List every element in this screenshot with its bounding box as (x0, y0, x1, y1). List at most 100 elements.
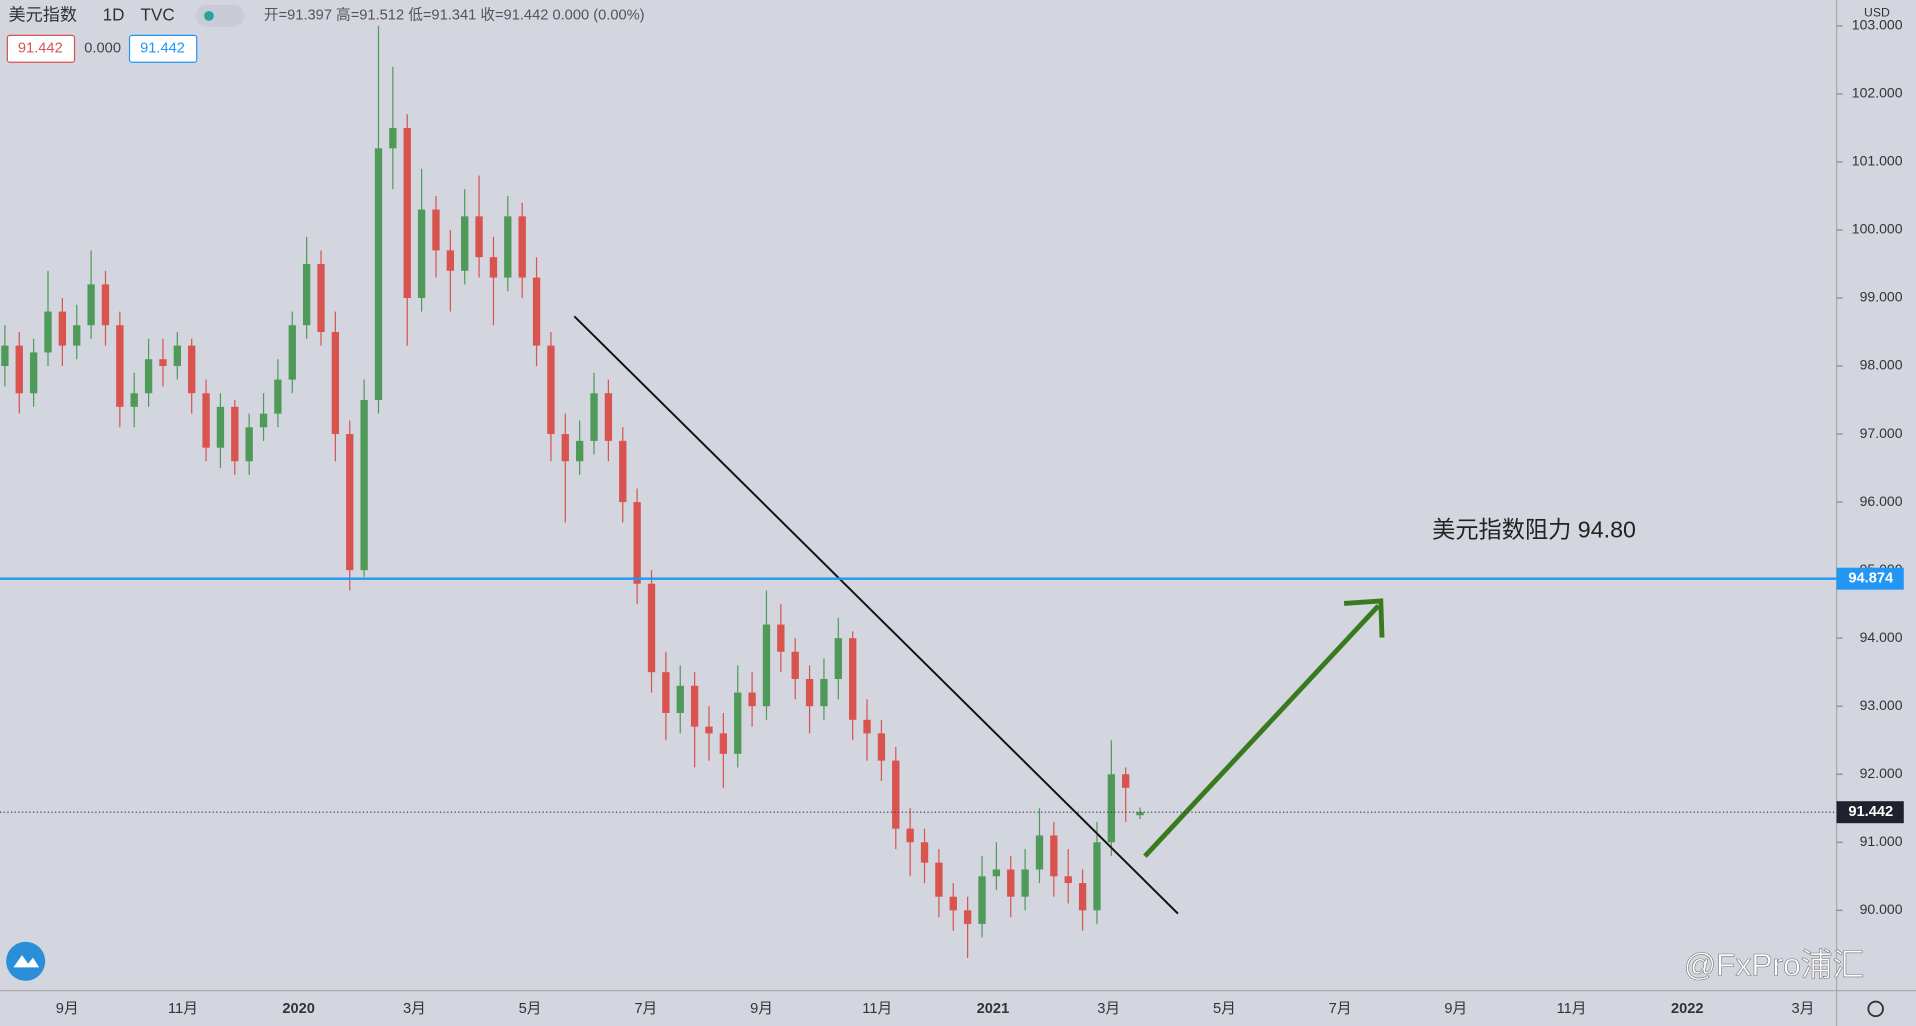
candle-body (547, 345, 555, 435)
box-price (128, 34, 198, 63)
y-tick-label: 93.000 (1860, 697, 1903, 713)
candle-body (791, 651, 799, 679)
candle-body (489, 257, 498, 278)
logo-icon (13, 955, 40, 968)
y-tick-label: 102.000 (1852, 85, 1903, 101)
candle-body (504, 216, 512, 278)
y-tick-label: 90.000 (1860, 901, 1903, 917)
candle-body (389, 127, 397, 149)
candle-body (978, 876, 986, 924)
x-tick-label: 9月 (750, 1001, 773, 1017)
settings-icon[interactable] (1867, 1000, 1884, 1018)
candle-body (949, 896, 957, 911)
status-pill[interactable] (195, 4, 245, 27)
candle-body (820, 678, 828, 707)
candle-body (87, 284, 95, 326)
candle-body (1078, 883, 1087, 911)
candle-body (619, 440, 627, 503)
candle-body (575, 440, 584, 462)
candle-body (633, 502, 641, 584)
x-tick-label: 5月 (1213, 1001, 1236, 1017)
candle-body (288, 325, 296, 380)
candle-body (58, 311, 67, 346)
candles-layer (1, 25, 1144, 958)
candle-body (259, 413, 268, 428)
x-tick-label: 11月 (168, 1001, 198, 1017)
candle-body (834, 638, 842, 679)
price-label: 91.442 (1848, 804, 1893, 820)
currency: USD (1864, 6, 1890, 20)
x-tick-label: 11月 (1557, 1001, 1587, 1017)
candle-body (590, 393, 598, 441)
y-tick-label: 100.000 (1852, 221, 1903, 237)
trend-line (573, 315, 1179, 915)
candle-body (734, 692, 742, 754)
candle-body (748, 692, 756, 707)
candle-body (920, 842, 929, 863)
candle-body (805, 678, 814, 707)
candle-body (1007, 869, 1015, 897)
candle-body (777, 624, 785, 652)
x-tick-label: 3月 (1792, 1001, 1815, 1017)
candle-body (44, 311, 52, 353)
candle-body (173, 345, 181, 367)
arrow-shaft (1143, 604, 1381, 858)
x-tick-label: 7月 (1329, 1001, 1352, 1017)
candle-body (116, 325, 124, 407)
price-label: 94.874 (1848, 571, 1894, 587)
candle-body (360, 400, 368, 571)
candle-body (705, 726, 713, 734)
candle-body (346, 434, 354, 571)
candle-body (863, 719, 871, 734)
candle-body (1064, 876, 1072, 884)
candle-body (202, 393, 210, 448)
candle-body (446, 250, 455, 271)
x-tick-label: 5月 (519, 1001, 542, 1017)
header-box: 91.442 (18, 41, 63, 57)
x-tick-label: 9月 (1444, 1001, 1467, 1017)
candle-body (216, 406, 225, 448)
y-tick-label: 91.000 (1860, 833, 1903, 849)
y-tick-label: 92.000 (1860, 765, 1903, 781)
candle-body (1, 345, 9, 367)
candle-body (1122, 774, 1130, 788)
header-box: 91.442 (140, 41, 185, 57)
candle-body (461, 216, 469, 271)
candle-body (159, 359, 167, 367)
annotation: 美元指数阻力 94.80 (1432, 516, 1636, 542)
candle-body (73, 325, 81, 346)
candle-body (302, 263, 311, 326)
header-box: 0.000 (84, 41, 121, 57)
y-tick-label: 97.000 (1860, 425, 1903, 441)
candle-body (1107, 774, 1115, 843)
candle-body (1021, 869, 1029, 897)
candle-body (274, 379, 282, 414)
candle-body (849, 638, 857, 720)
candle-body (475, 216, 483, 258)
price-label-bg (1836, 567, 1904, 590)
candle-body (1035, 835, 1044, 870)
candle-body (417, 209, 426, 298)
exchange: TVC (141, 5, 175, 24)
x-tick-label: 2022 (1671, 1001, 1704, 1017)
candle-body (231, 406, 239, 462)
candle-body (662, 672, 670, 713)
candle-body (992, 869, 1001, 877)
candle-body (101, 284, 110, 326)
x-tick-label: 3月 (1097, 1001, 1120, 1017)
candle-body (317, 263, 325, 333)
candle-body (1050, 835, 1058, 877)
candle-body (906, 828, 914, 843)
x-tick-label: 9月 (56, 1001, 79, 1017)
candle-body (892, 760, 900, 829)
candle-body (1136, 812, 1144, 816)
candle-body (245, 427, 253, 462)
candle-body (690, 685, 699, 727)
candle-body (518, 216, 526, 278)
candle-body (1093, 842, 1101, 911)
candle-body (29, 352, 38, 394)
y-tick-label: 99.000 (1860, 289, 1903, 305)
candle-body (374, 148, 383, 401)
interval: 1D (103, 5, 125, 24)
